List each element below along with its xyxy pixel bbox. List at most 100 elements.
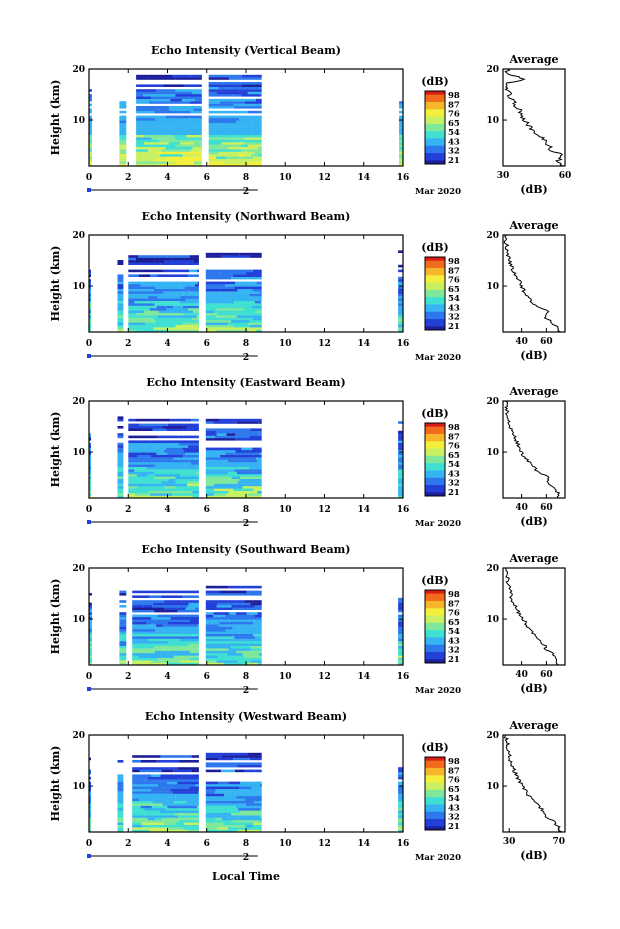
heatmap-cell bbox=[89, 641, 92, 644]
heatmap-cell bbox=[128, 324, 148, 328]
avg-x-tick-label: 40 bbox=[515, 337, 528, 347]
heatmap-cell bbox=[128, 423, 140, 427]
heatmap-cell bbox=[205, 488, 215, 491]
heatmap-cell bbox=[165, 440, 191, 443]
heatmap-cell bbox=[117, 493, 124, 496]
heatmap-cell bbox=[89, 156, 92, 159]
heatmap-cell bbox=[119, 605, 127, 608]
heatmap-cell bbox=[156, 442, 180, 446]
heatmap-cell bbox=[399, 110, 403, 114]
heatmap-cell bbox=[231, 276, 248, 280]
heatmap-cell bbox=[134, 260, 155, 263]
heatmap-cell bbox=[235, 127, 253, 131]
heatmap-cell bbox=[132, 660, 151, 663]
heatmap-cell bbox=[196, 471, 199, 475]
heatmap-cell bbox=[234, 614, 255, 618]
heatmap-cell bbox=[223, 822, 241, 825]
heatmap-cell bbox=[145, 462, 156, 465]
heatmap-cell bbox=[132, 810, 160, 813]
colorbar-swatch bbox=[425, 291, 445, 294]
heatmap-cell bbox=[213, 493, 227, 496]
heatmap-cell bbox=[189, 428, 199, 431]
heatmap-cell bbox=[128, 481, 161, 484]
heatmap-cell bbox=[236, 120, 252, 123]
heatmap-cell bbox=[89, 98, 92, 102]
heatmap-cell bbox=[136, 137, 152, 140]
heatmap-cell bbox=[398, 827, 403, 830]
heatmap-cell bbox=[219, 590, 247, 594]
heatmap-cell bbox=[247, 161, 254, 164]
heatmap-cell bbox=[117, 426, 124, 429]
colorbar-tick-label: 76 bbox=[448, 442, 460, 452]
heatmap-cell bbox=[205, 624, 219, 627]
heatmap-cell bbox=[398, 624, 403, 627]
heatmap-cell bbox=[168, 161, 176, 164]
heatmap-cell bbox=[164, 486, 176, 489]
panel-title: Echo Intensity (Southward Beam) bbox=[142, 543, 351, 556]
heatmap-cell bbox=[233, 161, 247, 164]
heatmap-cell bbox=[89, 274, 91, 277]
colorbar-tick-label: 54 bbox=[448, 627, 460, 637]
heatmap-cell bbox=[398, 805, 403, 809]
colorbar-swatch bbox=[425, 143, 445, 147]
heatmap-cell bbox=[227, 815, 261, 818]
heatmap-cell bbox=[238, 310, 256, 313]
colorbar-swatch bbox=[425, 94, 445, 97]
heatmap-cell bbox=[253, 291, 260, 294]
heatmap-cell bbox=[253, 481, 262, 484]
x-tick-label: 10 bbox=[279, 173, 292, 183]
heatmap-cell bbox=[245, 788, 262, 792]
heatmap-cell bbox=[398, 626, 403, 630]
heatmap-cell bbox=[257, 459, 262, 463]
heatmap-cell bbox=[137, 454, 151, 458]
heatmap-cell bbox=[254, 800, 262, 804]
heatmap-cell bbox=[132, 655, 139, 658]
heatmap-cell bbox=[254, 84, 262, 87]
heatmap-cell bbox=[132, 626, 157, 630]
heatmap-cell bbox=[215, 320, 231, 323]
heatmap-cell bbox=[143, 459, 166, 463]
heatmap-cell bbox=[205, 617, 228, 620]
average-profile-line bbox=[505, 567, 559, 666]
heatmap-cell bbox=[136, 418, 171, 422]
x-tick-label: 2 bbox=[125, 339, 131, 349]
heatmap-cell bbox=[159, 791, 173, 794]
heatmap-cell bbox=[117, 788, 124, 792]
colorbar-swatch bbox=[425, 257, 445, 260]
heatmap-cell bbox=[248, 286, 262, 289]
heatmap-cell bbox=[217, 827, 228, 830]
heatmap-cell bbox=[128, 269, 139, 273]
heatmap-cell bbox=[186, 457, 196, 460]
colorbar-swatch bbox=[425, 466, 445, 470]
heatmap-cell bbox=[398, 438, 403, 441]
colorbar-swatch bbox=[425, 793, 445, 796]
colorbar-swatch bbox=[425, 158, 445, 161]
heatmap-cell bbox=[239, 478, 262, 482]
colorbar-unit: (dB) bbox=[421, 75, 448, 88]
heatmap-cell bbox=[205, 655, 218, 658]
colorbar-swatch bbox=[425, 771, 445, 774]
heatmap-cell bbox=[89, 284, 91, 287]
heatmap-cell bbox=[208, 134, 234, 138]
heatmap-cell bbox=[230, 291, 254, 294]
heatmap-cell bbox=[139, 423, 168, 427]
heatmap-cell bbox=[146, 91, 162, 95]
heatmap-cell bbox=[117, 317, 124, 321]
heatmap-cell bbox=[186, 626, 198, 630]
heatmap-cell bbox=[155, 629, 166, 632]
heatmap-cell bbox=[128, 262, 161, 265]
heatmap-cells bbox=[89, 250, 403, 333]
heatmap-cell bbox=[250, 650, 262, 654]
heatmap-cell bbox=[140, 760, 157, 763]
heatmap-cell bbox=[157, 784, 182, 787]
heatmap-cell bbox=[171, 310, 194, 313]
colorbar-swatch bbox=[425, 795, 445, 798]
average-x-label: (dB) bbox=[520, 682, 547, 695]
colorbar-swatch bbox=[425, 775, 445, 778]
heatmap-cell bbox=[119, 655, 127, 658]
heatmap-cell bbox=[398, 462, 403, 465]
heatmap-cell bbox=[398, 308, 403, 311]
heatmap-cell bbox=[215, 430, 232, 434]
heatmap-cell bbox=[119, 127, 127, 131]
heatmap-cell bbox=[174, 803, 197, 806]
